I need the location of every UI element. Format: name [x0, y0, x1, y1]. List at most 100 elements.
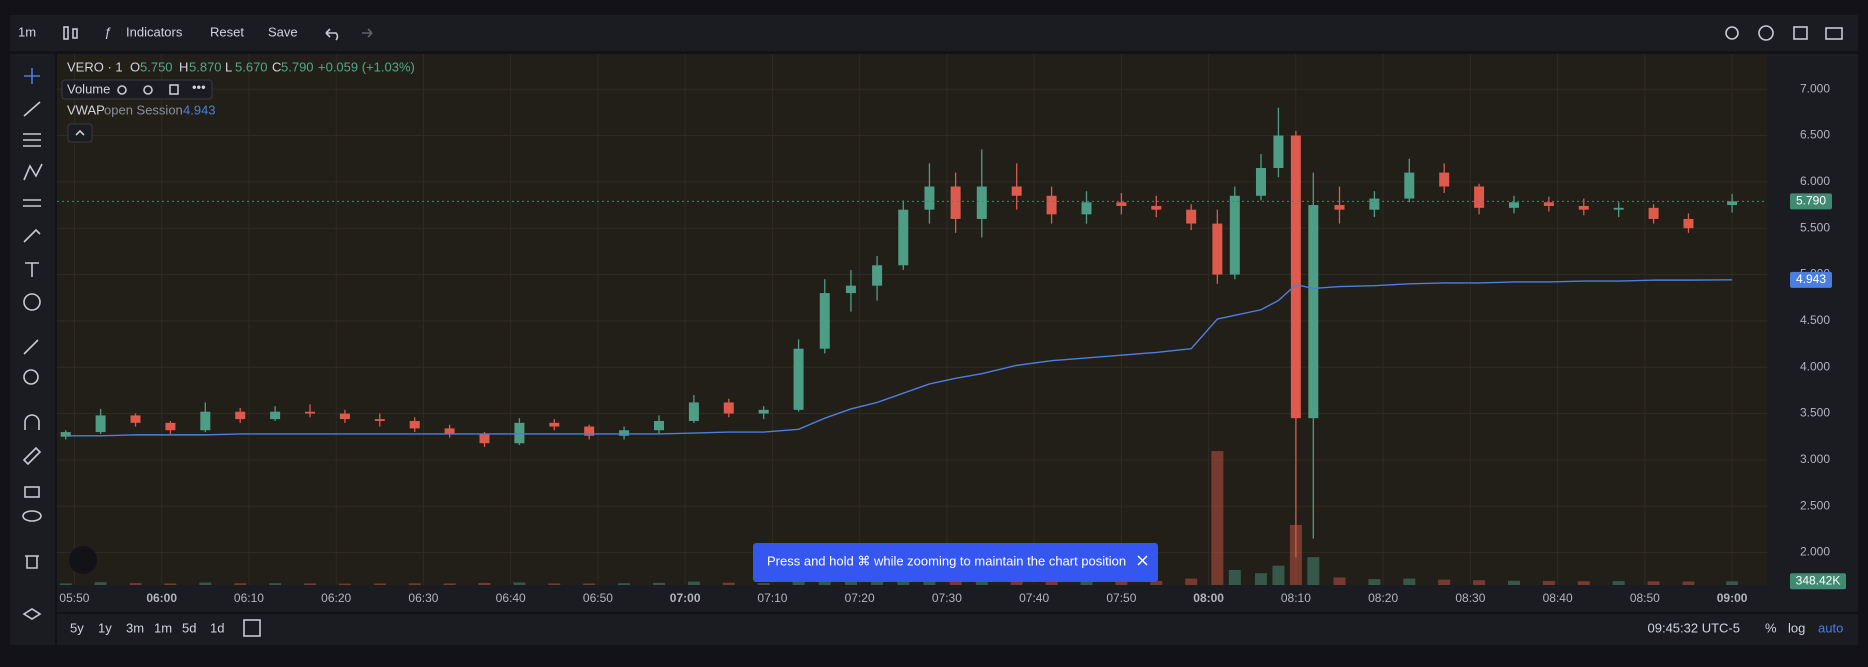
reset[interactable]: Reset [210, 24, 244, 39]
line-tool[interactable] [23, 101, 41, 117]
x-tick-label: 06:00 [146, 591, 177, 605]
forecast-tool[interactable] [23, 199, 41, 207]
redo[interactable] [362, 28, 373, 38]
delete-icon[interactable] [169, 84, 179, 95]
layers-tool[interactable] [22, 608, 42, 620]
pattern-tool[interactable] [23, 163, 43, 181]
candle-body [950, 186, 961, 219]
candle-body [165, 422, 176, 431]
emoji-tool[interactable] [23, 293, 41, 311]
text-tool[interactable] [25, 262, 39, 277]
candle-body [130, 415, 141, 423]
left-toolbar [10, 54, 55, 645]
y-tick-label: 5.500 [1800, 220, 1830, 234]
volume-bar [1438, 579, 1451, 585]
date-range-icon[interactable] [243, 619, 261, 637]
y-tick-label: 4.500 [1800, 313, 1830, 327]
volume-bar [129, 583, 142, 585]
volume-bar [548, 583, 561, 585]
volume-tag-label: 348.42K [1796, 573, 1841, 587]
fib-tool[interactable] [23, 133, 41, 147]
price-tag [1790, 193, 1832, 210]
range-button[interactable]: 1d [210, 620, 224, 635]
crosshair-tool[interactable] [24, 68, 40, 84]
volume-bar [652, 582, 665, 585]
hide-tool[interactable] [22, 510, 42, 522]
save[interactable]: Save [268, 24, 298, 39]
x-tick-label: 08:30 [1455, 591, 1485, 605]
candle-body [514, 422, 525, 444]
range-button[interactable]: 5y [70, 620, 84, 635]
volume-bar [164, 583, 177, 585]
x-tick-label: 06:50 [583, 591, 613, 605]
brush-tool[interactable] [23, 228, 41, 243]
range-button[interactable]: 5d [182, 620, 196, 635]
lock-tool[interactable] [24, 486, 40, 498]
zoom-tool[interactable] [23, 369, 39, 385]
candle-body [898, 209, 909, 266]
toast [753, 543, 1158, 582]
price-axis [1767, 54, 1858, 612]
toast-close[interactable] [1137, 555, 1148, 566]
collapse-button[interactable] [67, 123, 93, 143]
auto-toggle[interactable]: auto [1818, 620, 1843, 635]
x-tick-label: 08:20 [1368, 591, 1398, 605]
volume-bar [1577, 581, 1590, 585]
interval[interactable]: 1m [18, 24, 36, 39]
volume-bar [1647, 581, 1660, 585]
drawing-mode[interactable] [22, 446, 42, 466]
range-button[interactable]: 1m [154, 620, 172, 635]
percent-toggle[interactable]: % [1765, 620, 1777, 635]
vwap-line [65, 279, 1733, 437]
ruler-tool[interactable] [23, 339, 39, 355]
eye-icon[interactable] [117, 85, 127, 95]
volume-legend[interactable]: Volume [67, 81, 110, 96]
price-tag-label: 5.790 [1796, 194, 1826, 208]
undo[interactable] [325, 28, 339, 41]
y-tick-label: 4.000 [1800, 359, 1830, 373]
candle-body [549, 422, 560, 427]
candle-icon [72, 28, 78, 39]
range-button[interactable]: 3m [126, 620, 144, 635]
volume-bar [757, 583, 770, 585]
settings-icon[interactable] [1758, 25, 1774, 41]
candle-body [1474, 186, 1485, 208]
candle-body [1683, 218, 1694, 229]
candle-body [1308, 205, 1319, 419]
candle-body [374, 419, 385, 421]
y-tick-label: 6.000 [1800, 174, 1830, 188]
time-axis [57, 585, 1767, 612]
volume-bar [1150, 580, 1163, 585]
indicators[interactable]: Indicators [126, 24, 183, 39]
candle-body [1578, 205, 1589, 210]
camera-icon[interactable] [1825, 27, 1843, 40]
range-button[interactable]: 1y [98, 620, 112, 635]
more-icon[interactable]: ••• [192, 79, 206, 94]
y-tick-label: 2.500 [1800, 498, 1830, 512]
vwap-value: 4.943 [183, 102, 216, 117]
legend-key: O [130, 59, 140, 74]
legend-value: 5.750 [140, 59, 173, 74]
y-tick-label: 3.000 [1800, 452, 1830, 466]
legend-key: C [272, 59, 281, 74]
vwap-legend[interactable]: VWAP [67, 102, 105, 117]
log-toggle[interactable]: log [1788, 620, 1805, 635]
candle-body [1369, 198, 1380, 210]
candle-body [409, 420, 420, 429]
candle-icon[interactable] [63, 26, 69, 40]
fullscreen-icon[interactable] [1793, 26, 1808, 40]
x-tick-label: 06:10 [234, 591, 264, 605]
settings-icon[interactable] [143, 85, 153, 95]
volume-bar [1507, 580, 1520, 585]
delete-tool[interactable] [25, 555, 39, 569]
candle-body [976, 186, 987, 219]
search-icon[interactable] [1725, 26, 1739, 40]
x-tick-label: 05:50 [59, 591, 89, 605]
y-tick-label: 2.000 [1800, 545, 1830, 559]
fx-icon[interactable]: ƒ [104, 24, 111, 39]
volume-bar [1185, 578, 1198, 585]
candle-body [1255, 167, 1266, 196]
magnet-tool[interactable] [24, 414, 40, 430]
candle-body [339, 413, 350, 420]
symbol[interactable]: VERO · 1 [67, 59, 123, 74]
